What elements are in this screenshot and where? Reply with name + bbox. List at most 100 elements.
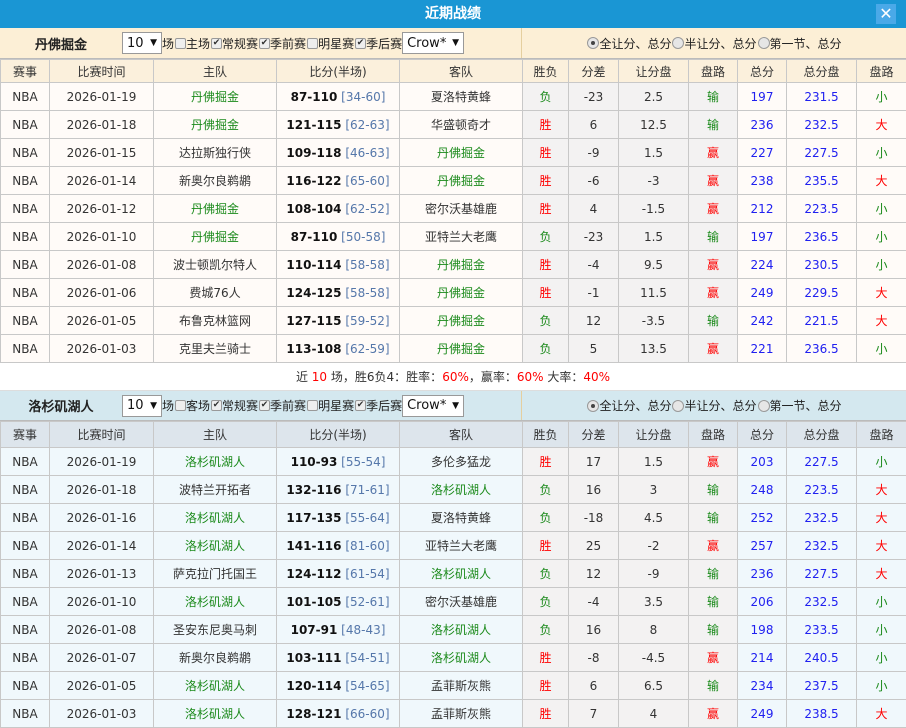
home-team[interactable]: 丹佛掘金	[154, 83, 277, 111]
away-team[interactable]: 丹佛掘金	[400, 251, 523, 279]
company-value: Crow*	[407, 36, 446, 51]
filter-checkbox[interactable]	[307, 38, 318, 49]
filter-checkbox[interactable]: ✔	[355, 400, 366, 411]
company-select[interactable]: Crow*▼	[402, 32, 464, 54]
odds-mode-radio[interactable]	[758, 37, 770, 49]
score: 110-114 [58-58]	[277, 251, 400, 279]
filter-checkbox[interactable]: ✔	[211, 38, 222, 49]
column-header: 比分(半场)	[277, 60, 400, 83]
filter-checkbox[interactable]: ✔	[211, 400, 222, 411]
company-select[interactable]: Crow*▼	[402, 395, 464, 417]
home-team[interactable]: 丹佛掘金	[154, 223, 277, 251]
home-team[interactable]: 洛杉矶湖人	[154, 504, 277, 532]
count-unit: 场	[162, 397, 174, 414]
away-team[interactable]: 密尔沃基雄鹿	[400, 588, 523, 616]
home-team[interactable]: 克里夫兰骑士	[154, 335, 277, 363]
away-team[interactable]: 丹佛掘金	[400, 167, 523, 195]
total-line: 223.5	[787, 195, 857, 223]
away-team[interactable]: 华盛顿奇才	[400, 111, 523, 139]
away-team[interactable]: 丹佛掘金	[400, 139, 523, 167]
home-team[interactable]: 费城76人	[154, 279, 277, 307]
home-team[interactable]: 洛杉矶湖人	[154, 672, 277, 700]
filter-label: 季后赛	[366, 397, 402, 414]
total-line: 240.5	[787, 644, 857, 672]
filter-checkbox[interactable]: ✔	[259, 400, 270, 411]
result: 胜	[523, 644, 569, 672]
home-team[interactable]: 丹佛掘金	[154, 195, 277, 223]
away-team[interactable]: 夏洛特黄蜂	[400, 83, 523, 111]
away-team[interactable]: 丹佛掘金	[400, 279, 523, 307]
full-score: 113-108	[286, 342, 341, 356]
score: 107-91 [48-43]	[277, 616, 400, 644]
away-team[interactable]: 多伦多猛龙	[400, 448, 523, 476]
table-header: 赛事比赛时间主队比分(半场)客队胜负分差让分盘盘路总分总分盘盘路	[1, 422, 906, 448]
away-team[interactable]: 洛杉矶湖人	[400, 616, 523, 644]
table-row: NBA 2026-01-03 洛杉矶湖人 128-121 [66-60] 孟菲斯…	[1, 700, 906, 728]
cover-rate: 60%	[517, 370, 544, 384]
odds-mode-radio[interactable]	[758, 400, 770, 412]
home-team[interactable]: 新奥尔良鹈鹕	[154, 167, 277, 195]
full-score: 109-118	[286, 146, 341, 160]
spread-line: -1.5	[619, 195, 689, 223]
home-team[interactable]: 波特兰开拓者	[154, 476, 277, 504]
home-team[interactable]: 洛杉矶湖人	[154, 448, 277, 476]
filter-checkbox[interactable]	[175, 400, 186, 411]
home-team[interactable]: 圣安东尼奥马刺	[154, 616, 277, 644]
odds-mode-radio[interactable]	[587, 37, 599, 49]
column-header: 比赛时间	[50, 60, 154, 83]
match-date: 2026-01-15	[50, 139, 154, 167]
match-count-select[interactable]: 10▼	[122, 395, 162, 417]
away-team[interactable]: 夏洛特黄蜂	[400, 504, 523, 532]
dropdown-arrow-icon: ▼	[150, 401, 157, 411]
away-team[interactable]: 孟菲斯灰熊	[400, 700, 523, 728]
summary-text: ，赢率：	[469, 370, 517, 384]
away-team[interactable]: 洛杉矶湖人	[400, 644, 523, 672]
total-line: 236.5	[787, 223, 857, 251]
home-team[interactable]: 萨克拉门托国王	[154, 560, 277, 588]
away-team[interactable]: 洛杉矶湖人	[400, 560, 523, 588]
result: 负	[523, 504, 569, 532]
away-team[interactable]: 丹佛掘金	[400, 335, 523, 363]
close-icon[interactable]: ✕	[876, 4, 896, 24]
home-team[interactable]: 丹佛掘金	[154, 111, 277, 139]
away-team[interactable]: 密尔沃基雄鹿	[400, 195, 523, 223]
spread-result: 输	[689, 504, 738, 532]
away-team[interactable]: 洛杉矶湖人	[400, 476, 523, 504]
filter-checkbox[interactable]: ✔	[259, 38, 270, 49]
total-result: 小	[857, 83, 906, 111]
filter-checkbox[interactable]	[307, 400, 318, 411]
total-line: 235.5	[787, 167, 857, 195]
away-team[interactable]: 亚特兰大老鹰	[400, 532, 523, 560]
home-team[interactable]: 达拉斯独行侠	[154, 139, 277, 167]
away-team[interactable]: 亚特兰大老鹰	[400, 223, 523, 251]
league: NBA	[1, 644, 50, 672]
spread-result: 输	[689, 223, 738, 251]
home-team[interactable]: 新奥尔良鹈鹕	[154, 644, 277, 672]
home-team[interactable]: 洛杉矶湖人	[154, 532, 277, 560]
result: 胜	[523, 167, 569, 195]
away-team[interactable]: 丹佛掘金	[400, 307, 523, 335]
full-score: 108-104	[286, 202, 341, 216]
home-team[interactable]: 布鲁克林篮网	[154, 307, 277, 335]
odds-mode-radio[interactable]	[672, 37, 684, 49]
half-score: [62-59]	[345, 342, 389, 356]
odds-mode-radio[interactable]	[587, 400, 599, 412]
filter-checkbox[interactable]: ✔	[355, 38, 366, 49]
full-score: 117-135	[286, 511, 341, 525]
filter-checkbox[interactable]	[175, 38, 186, 49]
point-diff: 7	[569, 700, 619, 728]
point-diff: 12	[569, 307, 619, 335]
home-team[interactable]: 洛杉矶湖人	[154, 588, 277, 616]
odds-mode-radio[interactable]	[672, 400, 684, 412]
total-line: 229.5	[787, 279, 857, 307]
total-result: 大	[857, 476, 906, 504]
table-row: NBA 2026-01-10 丹佛掘金 87-110 [50-58] 亚特兰大老…	[1, 223, 906, 251]
total-result: 小	[857, 195, 906, 223]
total-points: 214	[738, 644, 787, 672]
home-team[interactable]: 洛杉矶湖人	[154, 700, 277, 728]
spread-line: 3.5	[619, 588, 689, 616]
point-diff: 17	[569, 448, 619, 476]
away-team[interactable]: 孟菲斯灰熊	[400, 672, 523, 700]
match-count-select[interactable]: 10▼	[122, 32, 162, 54]
home-team[interactable]: 波士顿凯尔特人	[154, 251, 277, 279]
